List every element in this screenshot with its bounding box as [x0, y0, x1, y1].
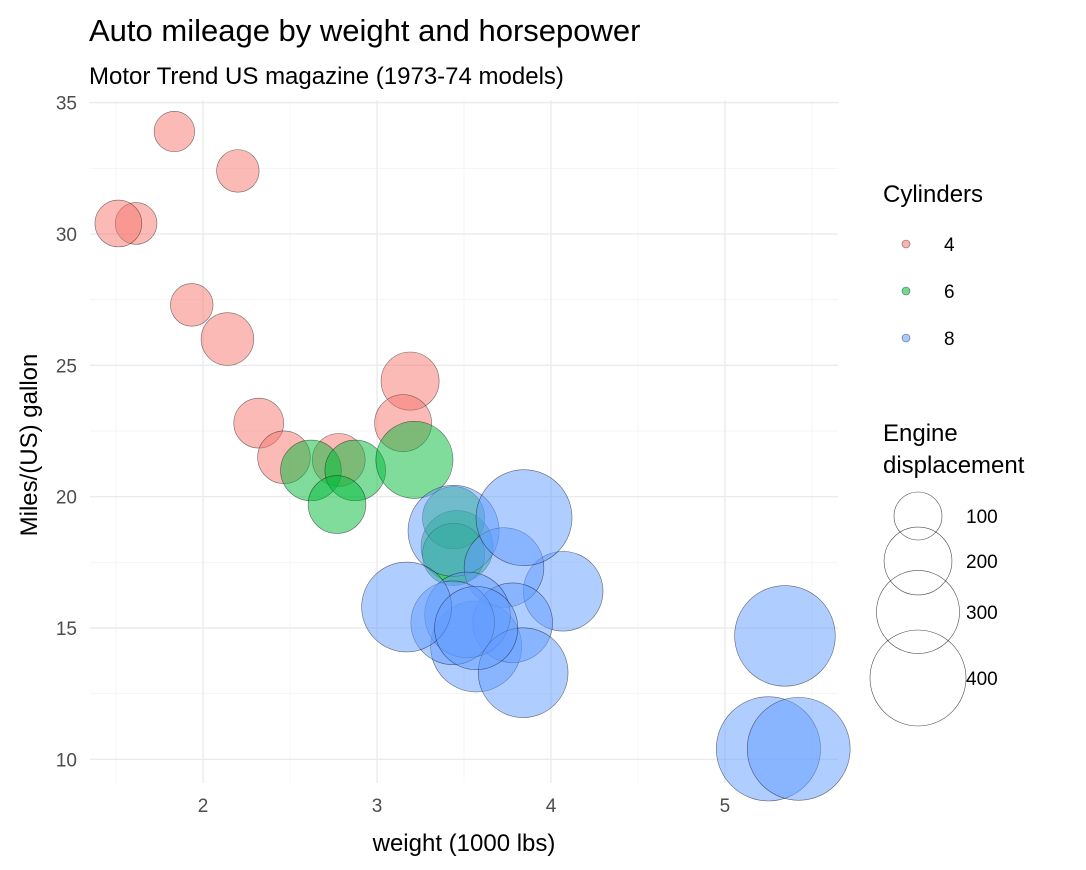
data-point-cyl-8: [434, 586, 519, 670]
data-point-cyl-6: [375, 421, 454, 499]
x-tick-label: 5: [720, 796, 731, 817]
cylinders-legend: Cylinders 4 6 8: [883, 181, 983, 350]
legend-label-cyl-4: 4: [944, 235, 955, 256]
legend-label-cyl-8: 8: [944, 329, 955, 350]
legend-label-disp-300: 300: [966, 603, 998, 624]
x-tick-label: 3: [372, 796, 383, 817]
legend-key-cyl-4: [901, 239, 911, 249]
legend-key-disp-400: [869, 629, 967, 727]
y-tick-label: 25: [56, 356, 77, 377]
legend-key-cyl-6: [901, 286, 911, 296]
displacement-legend: Engine displacement 100 200 300 400: [869, 420, 1025, 727]
y-tick-label: 10: [56, 750, 77, 771]
x-axis-ticks: 2 3 4 5: [198, 796, 730, 817]
x-tick-label: 2: [198, 796, 209, 817]
legend-label-cyl-6: 6: [944, 282, 955, 303]
data-point-cyl-8: [475, 469, 573, 566]
y-tick-label: 20: [56, 488, 77, 509]
legend-label-disp-400: 400: [966, 669, 998, 690]
data-point-cyl-6: [307, 475, 367, 534]
legend-label-disp-100: 100: [966, 507, 998, 528]
plot-points: [94, 110, 851, 802]
data-point-cyl-4: [200, 312, 255, 366]
chart-title: Auto mileage by weight and horsepower: [89, 13, 640, 48]
cylinders-legend-title: Cylinders: [883, 181, 983, 208]
x-tick-label: 4: [546, 796, 557, 817]
legend-key-disp-100: [893, 491, 943, 541]
chart-subtitle: Motor Trend US magazine (1973-74 models): [89, 63, 564, 90]
legend-label-disp-200: 200: [966, 552, 998, 573]
data-point-cyl-4: [170, 283, 214, 327]
y-tick-label: 15: [56, 619, 77, 640]
y-tick-label: 35: [56, 94, 77, 115]
displacement-legend-title-line1: Engine: [883, 420, 958, 447]
data-point-cyl-8: [734, 585, 836, 687]
data-point-cyl-4: [216, 149, 260, 193]
legend-key-disp-200: [883, 526, 953, 596]
y-axis-ticks: 10 15 20 25 30 35: [56, 94, 77, 772]
data-point-cyl-8: [746, 697, 851, 801]
data-point-cyl-4: [153, 110, 195, 153]
data-point-cyl-4: [94, 199, 143, 248]
y-tick-label: 30: [56, 225, 77, 246]
y-axis-title: Miles/(US) gallon: [16, 354, 43, 537]
legend-key-disp-300: [876, 570, 960, 654]
displacement-legend-title-line2: displacement: [883, 452, 1025, 479]
x-axis-title: weight (1000 lbs): [372, 830, 556, 857]
legend-key-cyl-8: [901, 333, 911, 343]
